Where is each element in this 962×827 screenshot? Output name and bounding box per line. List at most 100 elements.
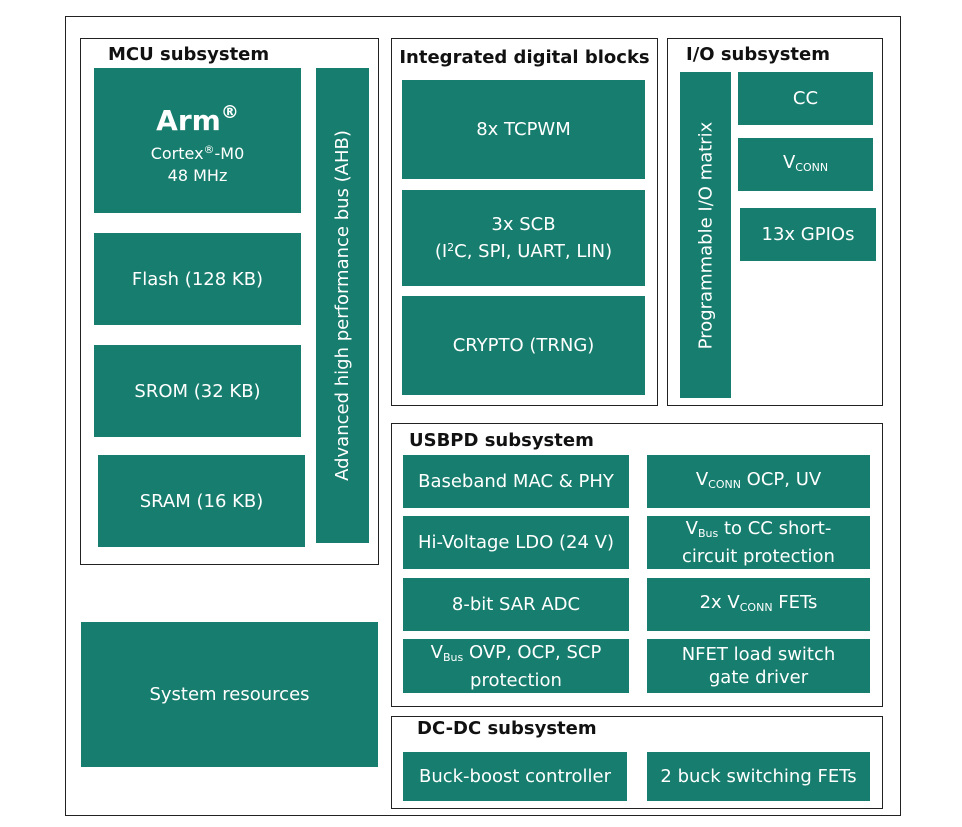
text: 2 buck switching FETs [660, 766, 857, 787]
section-title: DC-DC subsystem [417, 718, 597, 739]
label-line: VCONN OCP, UV [696, 468, 821, 496]
block: VCONN [738, 138, 873, 191]
superscript: 2 [447, 241, 455, 254]
text: to CC short- [718, 518, 832, 539]
block: Baseband MAC & PHY [403, 455, 629, 508]
text: FETs [772, 591, 818, 613]
subscript: CONN [795, 160, 829, 174]
block: VBus to CC short-circuit protection [647, 516, 870, 569]
text: OCP, UV [740, 468, 822, 490]
label-line: Hi-Voltage LDO (24 V) [418, 531, 614, 554]
io-frame [667, 38, 883, 406]
label-line: Arm® [156, 95, 239, 139]
block: Buck-boost controller [403, 752, 627, 801]
subscript: CONN [708, 477, 741, 491]
block: 13x GPIOs [740, 208, 876, 261]
block: System resources [81, 622, 378, 767]
text: System resources [149, 684, 310, 705]
label-line: VBus to CC short- [686, 517, 832, 545]
text: (I [434, 241, 448, 262]
label-line: protection [470, 669, 562, 692]
label-line: 8x TCPWM [476, 118, 571, 141]
text: C, SPI, UART, LIN) [454, 241, 613, 262]
subscript: CONN [739, 600, 773, 614]
text: Cortex [150, 143, 204, 163]
text: Hi-Voltage LDO (24 V) [418, 532, 614, 553]
block: CRYPTO (TRNG) [402, 296, 645, 395]
label-line: Advanced high performance bus (AHB) [331, 130, 354, 481]
text: Baseband MAC & PHY [418, 471, 614, 492]
block: VCONN OCP, UV [647, 455, 870, 508]
text: V [695, 468, 709, 490]
label-line: 3x SCB [491, 213, 555, 236]
text: SROM (32 KB) [134, 380, 261, 402]
block: Hi-Voltage LDO (24 V) [403, 516, 629, 569]
label-line: 8-bit SAR ADC [452, 593, 580, 616]
label-line: Flash (128 KB) [132, 268, 263, 291]
text: Arm [156, 103, 221, 137]
text: CRYPTO (TRNG) [452, 335, 595, 356]
text: Flash (128 KB) [131, 268, 264, 290]
text: 2x V [699, 591, 740, 613]
block: 8x TCPWM [402, 80, 645, 179]
text: 8-bit SAR ADC [451, 594, 581, 615]
block: 2 buck switching FETs [647, 752, 870, 801]
label-line: 2 buck switching FETs [660, 765, 856, 788]
label-line: Buck-boost controller [419, 765, 611, 788]
text: protection [470, 669, 562, 691]
label-line: NFET load switch [682, 643, 836, 666]
section-title: USBPD subsystem [409, 430, 594, 451]
text: V [782, 151, 796, 173]
label-line: circuit protection [682, 545, 835, 568]
text: circuit protection [682, 546, 835, 567]
text: Buck-boost controller [418, 766, 612, 787]
section-title: MCU subsystem [108, 44, 270, 65]
label-line: SRAM (16 KB) [140, 490, 264, 513]
label-line: 2x VCONN FETs [700, 591, 818, 619]
label-line: SROM (32 KB) [134, 380, 260, 403]
block: Advanced high performance bus (AHB) [316, 68, 369, 543]
label-line: VBus OVP, OCP, SCP [431, 641, 602, 669]
label-line: 13x GPIOs [762, 223, 855, 246]
superscript: ® [220, 101, 239, 123]
text: V [685, 518, 698, 539]
text: 13x GPIOs [761, 224, 855, 245]
block: VBus OVP, OCP, SCP protection [403, 639, 629, 693]
mcu-frame [80, 38, 379, 565]
text: SRAM (16 KB) [139, 490, 264, 512]
dcdc-frame [391, 716, 883, 809]
outer-frame [65, 16, 901, 816]
subscript: Bus [443, 650, 464, 664]
usbpd-frame [391, 423, 883, 707]
text: 8x TCPWM [476, 119, 571, 140]
label-line: Programmable I/O matrix [694, 121, 717, 349]
label-line: Cortex®-M0 [151, 139, 245, 165]
block: Arm® Cortex®-M0 48 MHz [94, 68, 301, 213]
block: SRAM (16 KB) [98, 455, 305, 547]
text: CC [792, 88, 819, 109]
label-line: Baseband MAC & PHY [418, 470, 614, 493]
label-line: 48 MHz [168, 165, 228, 187]
subscript: Bus [697, 527, 719, 540]
digital-frame [391, 38, 658, 406]
rotated-label: Programmable I/O matrix [694, 121, 717, 349]
label-line: (I2C, SPI, UART, LIN) [435, 236, 612, 263]
text: gate driver [708, 667, 809, 688]
label-line: CC [793, 87, 818, 110]
block: 3x SCB (I2C, SPI, UART, LIN) [402, 190, 645, 286]
label-line: gate driver [709, 666, 808, 689]
text: 3x SCB [491, 214, 556, 235]
block: NFET load switch gate driver [647, 639, 870, 693]
text: 48 MHz [167, 165, 228, 185]
block: 2x VCONN FETs [647, 578, 870, 631]
text: Programmable I/O matrix [695, 121, 717, 349]
label-line: VCONN [783, 151, 828, 179]
superscript: ® [203, 142, 215, 156]
section-title: I/O subsystem [686, 44, 830, 65]
rotated-label: Advanced high performance bus (AHB) [331, 130, 354, 481]
block: SROM (32 KB) [94, 345, 301, 437]
block: CC [738, 72, 873, 125]
label-line: CRYPTO (TRNG) [453, 334, 595, 357]
text: V [430, 641, 443, 663]
